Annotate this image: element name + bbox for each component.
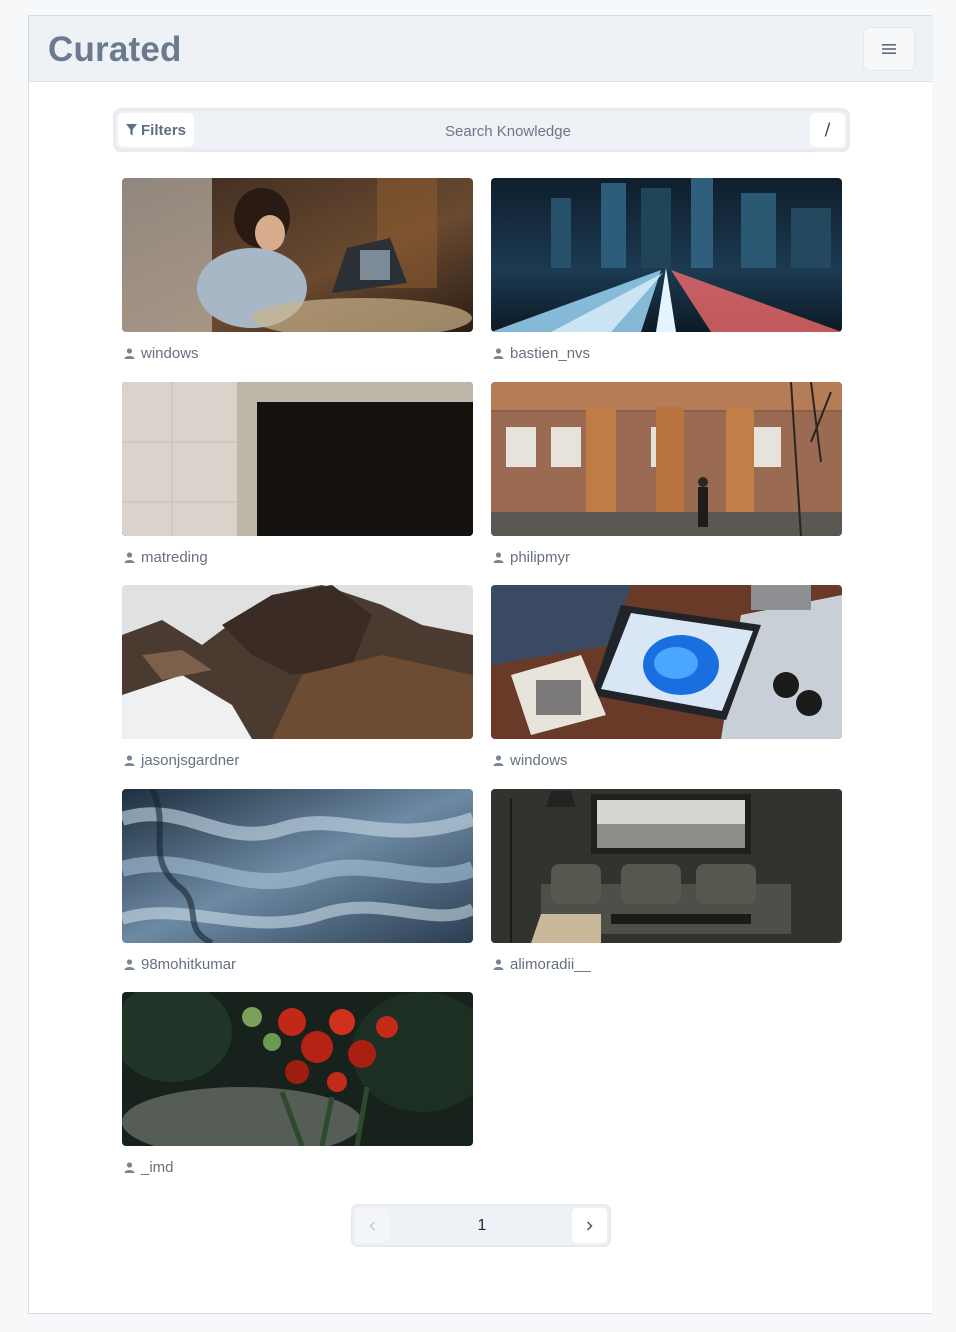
author-name: _imd	[141, 1159, 174, 1176]
photo-author[interactable]: jasonjsgardner	[124, 752, 473, 769]
photo-author[interactable]: _imd	[124, 1159, 473, 1176]
user-icon	[124, 959, 135, 970]
user-icon	[124, 1162, 135, 1173]
user-icon	[493, 348, 504, 359]
photo-thumbnail[interactable]	[491, 382, 842, 536]
photo-author[interactable]: philipmyr	[493, 549, 842, 566]
author-name: philipmyr	[510, 549, 571, 566]
chevron-right-icon	[586, 1220, 593, 1231]
author-name: 98mohitkumar	[141, 956, 237, 973]
app-window: Curated Filters /	[28, 15, 933, 1314]
photo-author[interactable]: bastien_nvs	[493, 345, 842, 362]
filters-button[interactable]: Filters	[118, 113, 195, 147]
photo-card: windows	[122, 178, 473, 362]
page-title: Curated	[48, 30, 182, 69]
user-icon	[493, 552, 504, 563]
search-bar: Filters /	[113, 108, 850, 152]
photo-thumbnail[interactable]	[122, 585, 473, 739]
author-name: windows	[141, 345, 199, 362]
author-name: bastien_nvs	[510, 345, 591, 362]
photo-card: alimoradii__	[491, 789, 842, 973]
photo-card: windows	[491, 585, 842, 769]
photo-card: bastien_nvs	[491, 178, 842, 362]
photo-author[interactable]: matreding	[124, 549, 473, 566]
author-name: matreding	[141, 549, 208, 566]
pagination: 1	[351, 1204, 611, 1247]
previous-page-button[interactable]	[355, 1208, 390, 1243]
hamburger-icon	[882, 44, 896, 54]
photo-thumbnail[interactable]	[491, 789, 842, 943]
photo-card: matreding	[122, 382, 473, 566]
user-icon	[124, 348, 135, 359]
user-icon	[493, 959, 504, 970]
top-header: Curated	[29, 16, 933, 82]
photo-author[interactable]: windows	[493, 752, 842, 769]
menu-button[interactable]	[863, 27, 915, 71]
photo-thumbnail[interactable]	[122, 789, 473, 943]
next-page-button[interactable]	[572, 1208, 607, 1243]
photo-thumbnail[interactable]	[491, 178, 842, 332]
author-name: jasonjsgardner	[141, 752, 240, 769]
photo-card: jasonjsgardner	[122, 585, 473, 769]
user-icon	[493, 755, 504, 766]
photo-card: philipmyr	[491, 382, 842, 566]
photo-author[interactable]: windows	[124, 345, 473, 362]
page-number-current[interactable]: 1	[477, 1216, 487, 1234]
photo-thumbnail[interactable]	[122, 178, 473, 332]
photo-author[interactable]: alimoradii__	[493, 956, 842, 973]
funnel-icon	[126, 124, 137, 136]
filters-label: Filters	[141, 121, 187, 139]
search-input[interactable]	[206, 113, 810, 149]
author-name: windows	[510, 752, 568, 769]
photo-thumbnail[interactable]	[122, 382, 473, 536]
photo-thumbnail[interactable]	[122, 992, 473, 1146]
search-shortcut-key: /	[810, 113, 845, 147]
photo-author[interactable]: 98mohitkumar	[124, 956, 473, 973]
author-name: alimoradii__	[510, 956, 591, 973]
photo-card: 98mohitkumar	[122, 789, 473, 973]
chevron-left-icon	[369, 1220, 376, 1231]
user-icon	[124, 552, 135, 563]
photo-thumbnail[interactable]	[491, 585, 842, 739]
user-icon	[124, 755, 135, 766]
photo-card: _imd	[122, 992, 473, 1176]
